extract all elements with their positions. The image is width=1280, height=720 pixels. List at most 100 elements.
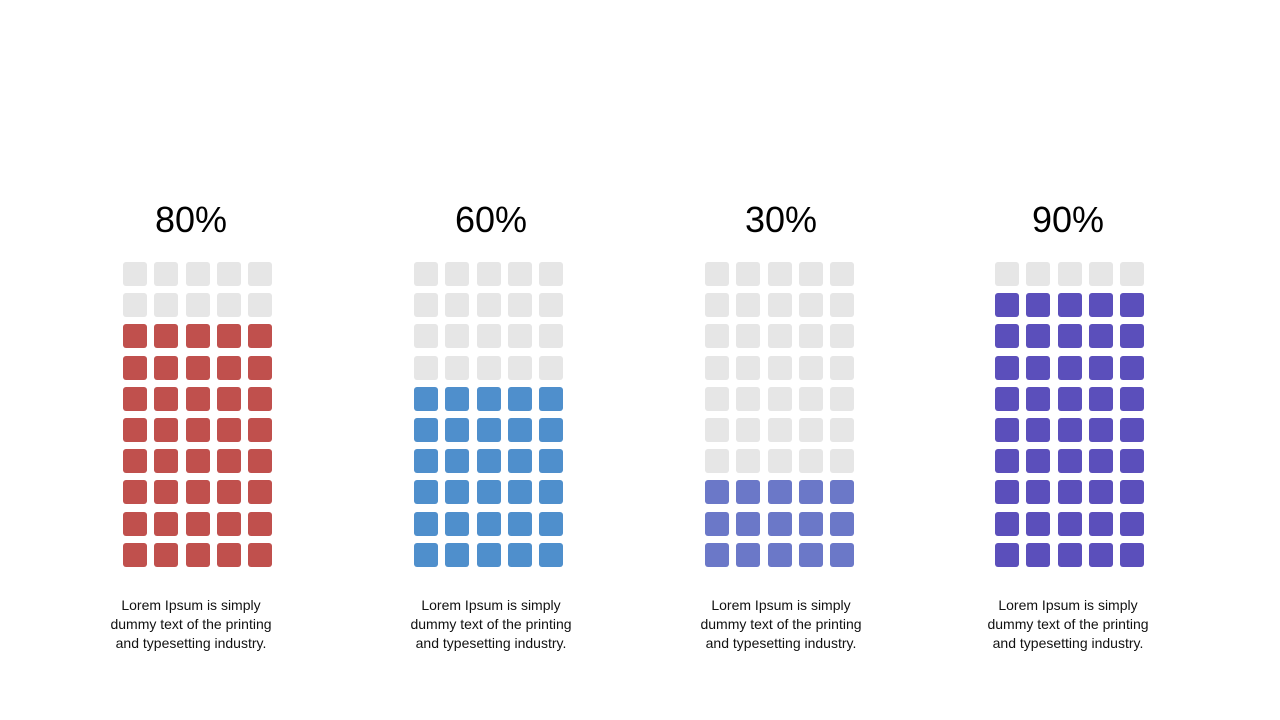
- waffle-cell-filled: [799, 480, 823, 504]
- waffle-cell-filled: [539, 418, 563, 442]
- waffle-cell-empty: [217, 262, 241, 286]
- waffle-cell-filled: [1120, 512, 1144, 536]
- waffle-cell-empty: [799, 324, 823, 348]
- waffle-cell-filled: [217, 480, 241, 504]
- waffle-cell-filled: [1058, 512, 1082, 536]
- waffle-cell-empty: [477, 356, 501, 380]
- waffle-cell-filled: [508, 449, 532, 473]
- description-1: Lorem Ipsum is simply dummy text of the …: [110, 597, 272, 651]
- waffle-cell-filled: [217, 543, 241, 567]
- waffle-cell-filled: [1089, 324, 1113, 348]
- waffle-cell-filled: [123, 356, 147, 380]
- waffle-cell-filled: [445, 512, 469, 536]
- waffle-cell-filled: [705, 480, 729, 504]
- waffle-cell-filled: [248, 387, 272, 411]
- waffle-cell-filled: [995, 543, 1019, 567]
- waffle-cell-filled: [217, 418, 241, 442]
- waffle-cell-filled: [995, 324, 1019, 348]
- waffle-cell-filled: [508, 512, 532, 536]
- waffle-cell-filled: [736, 512, 760, 536]
- waffle-cell-filled: [1120, 543, 1144, 567]
- waffle-cell-empty: [736, 324, 760, 348]
- waffle-cell-filled: [1026, 543, 1050, 567]
- waffle-cell-filled: [1120, 387, 1144, 411]
- waffle-cell-filled: [248, 480, 272, 504]
- waffle-cell-empty: [414, 356, 438, 380]
- waffle-cell-empty: [508, 262, 532, 286]
- waffle-cell-filled: [477, 512, 501, 536]
- waffle-cell-filled: [1089, 512, 1113, 536]
- waffle-cell-empty: [830, 262, 854, 286]
- waffle-cell-filled: [445, 418, 469, 442]
- waffle-cell-filled: [768, 480, 792, 504]
- waffle-cell-filled: [154, 480, 178, 504]
- waffle-cell-empty: [830, 418, 854, 442]
- waffle-cell-empty: [477, 293, 501, 317]
- waffle-cell-filled: [186, 356, 210, 380]
- waffle-cell-filled: [154, 324, 178, 348]
- waffle-cell-filled: [477, 543, 501, 567]
- waffle-cell-filled: [123, 387, 147, 411]
- waffle-cell-filled: [154, 387, 178, 411]
- waffle-cell-filled: [123, 543, 147, 567]
- waffle-cell-filled: [414, 543, 438, 567]
- waffle-cell-empty: [768, 387, 792, 411]
- waffle-cell-filled: [477, 387, 501, 411]
- waffle-cell-empty: [248, 293, 272, 317]
- waffle-cell-filled: [995, 418, 1019, 442]
- waffle-cell-empty: [539, 262, 563, 286]
- waffle-cell-empty: [445, 293, 469, 317]
- waffle-cell-filled: [1089, 356, 1113, 380]
- waffle-cell-filled: [736, 543, 760, 567]
- waffle-cell-filled: [799, 512, 823, 536]
- waffle-cell-filled: [248, 449, 272, 473]
- waffle-cell-filled: [445, 543, 469, 567]
- waffle-cell-filled: [123, 324, 147, 348]
- waffle-cell-filled: [217, 356, 241, 380]
- waffle-cell-empty: [186, 293, 210, 317]
- waffle-cell-filled: [1026, 512, 1050, 536]
- waffle-cell-filled: [539, 480, 563, 504]
- waffle-grid-2: [414, 262, 564, 567]
- waffle-cell-filled: [1089, 480, 1113, 504]
- waffle-cell-filled: [508, 418, 532, 442]
- waffle-cell-filled: [539, 449, 563, 473]
- waffle-cell-empty: [799, 262, 823, 286]
- waffle-cell-empty: [830, 387, 854, 411]
- waffle-cell-empty: [217, 293, 241, 317]
- waffle-cell-filled: [217, 387, 241, 411]
- waffle-cell-filled: [1089, 449, 1113, 473]
- waffle-cell-filled: [736, 480, 760, 504]
- waffle-cell-filled: [768, 543, 792, 567]
- waffle-cell-filled: [445, 480, 469, 504]
- waffle-cell-filled: [508, 543, 532, 567]
- waffle-cell-empty: [508, 324, 532, 348]
- percent-label-2: 60%: [454, 199, 528, 240]
- waffle-cell-filled: [1089, 543, 1113, 567]
- waffle-cell-filled: [705, 543, 729, 567]
- waffle-cell-filled: [414, 512, 438, 536]
- waffle-cell-empty: [705, 356, 729, 380]
- waffle-cell-empty: [995, 262, 1019, 286]
- waffle-cell-filled: [154, 356, 178, 380]
- waffle-cell-filled: [1026, 324, 1050, 348]
- waffle-cell-filled: [539, 543, 563, 567]
- waffle-cell-filled: [1120, 449, 1144, 473]
- percent-label-1: 80%: [154, 199, 228, 240]
- waffle-cell-filled: [1120, 356, 1144, 380]
- waffle-cell-filled: [217, 449, 241, 473]
- waffle-cell-filled: [123, 480, 147, 504]
- waffle-cell-filled: [154, 449, 178, 473]
- waffle-cell-filled: [995, 293, 1019, 317]
- waffle-cell-filled: [186, 543, 210, 567]
- waffle-cell-filled: [995, 449, 1019, 473]
- waffle-cell-empty: [1058, 262, 1082, 286]
- waffle-cell-empty: [123, 293, 147, 317]
- waffle-cell-filled: [1058, 293, 1082, 317]
- waffle-cell-filled: [1026, 387, 1050, 411]
- waffle-cell-empty: [445, 262, 469, 286]
- waffle-cell-filled: [248, 512, 272, 536]
- waffle-grid-4: [995, 262, 1145, 567]
- waffle-cell-empty: [830, 356, 854, 380]
